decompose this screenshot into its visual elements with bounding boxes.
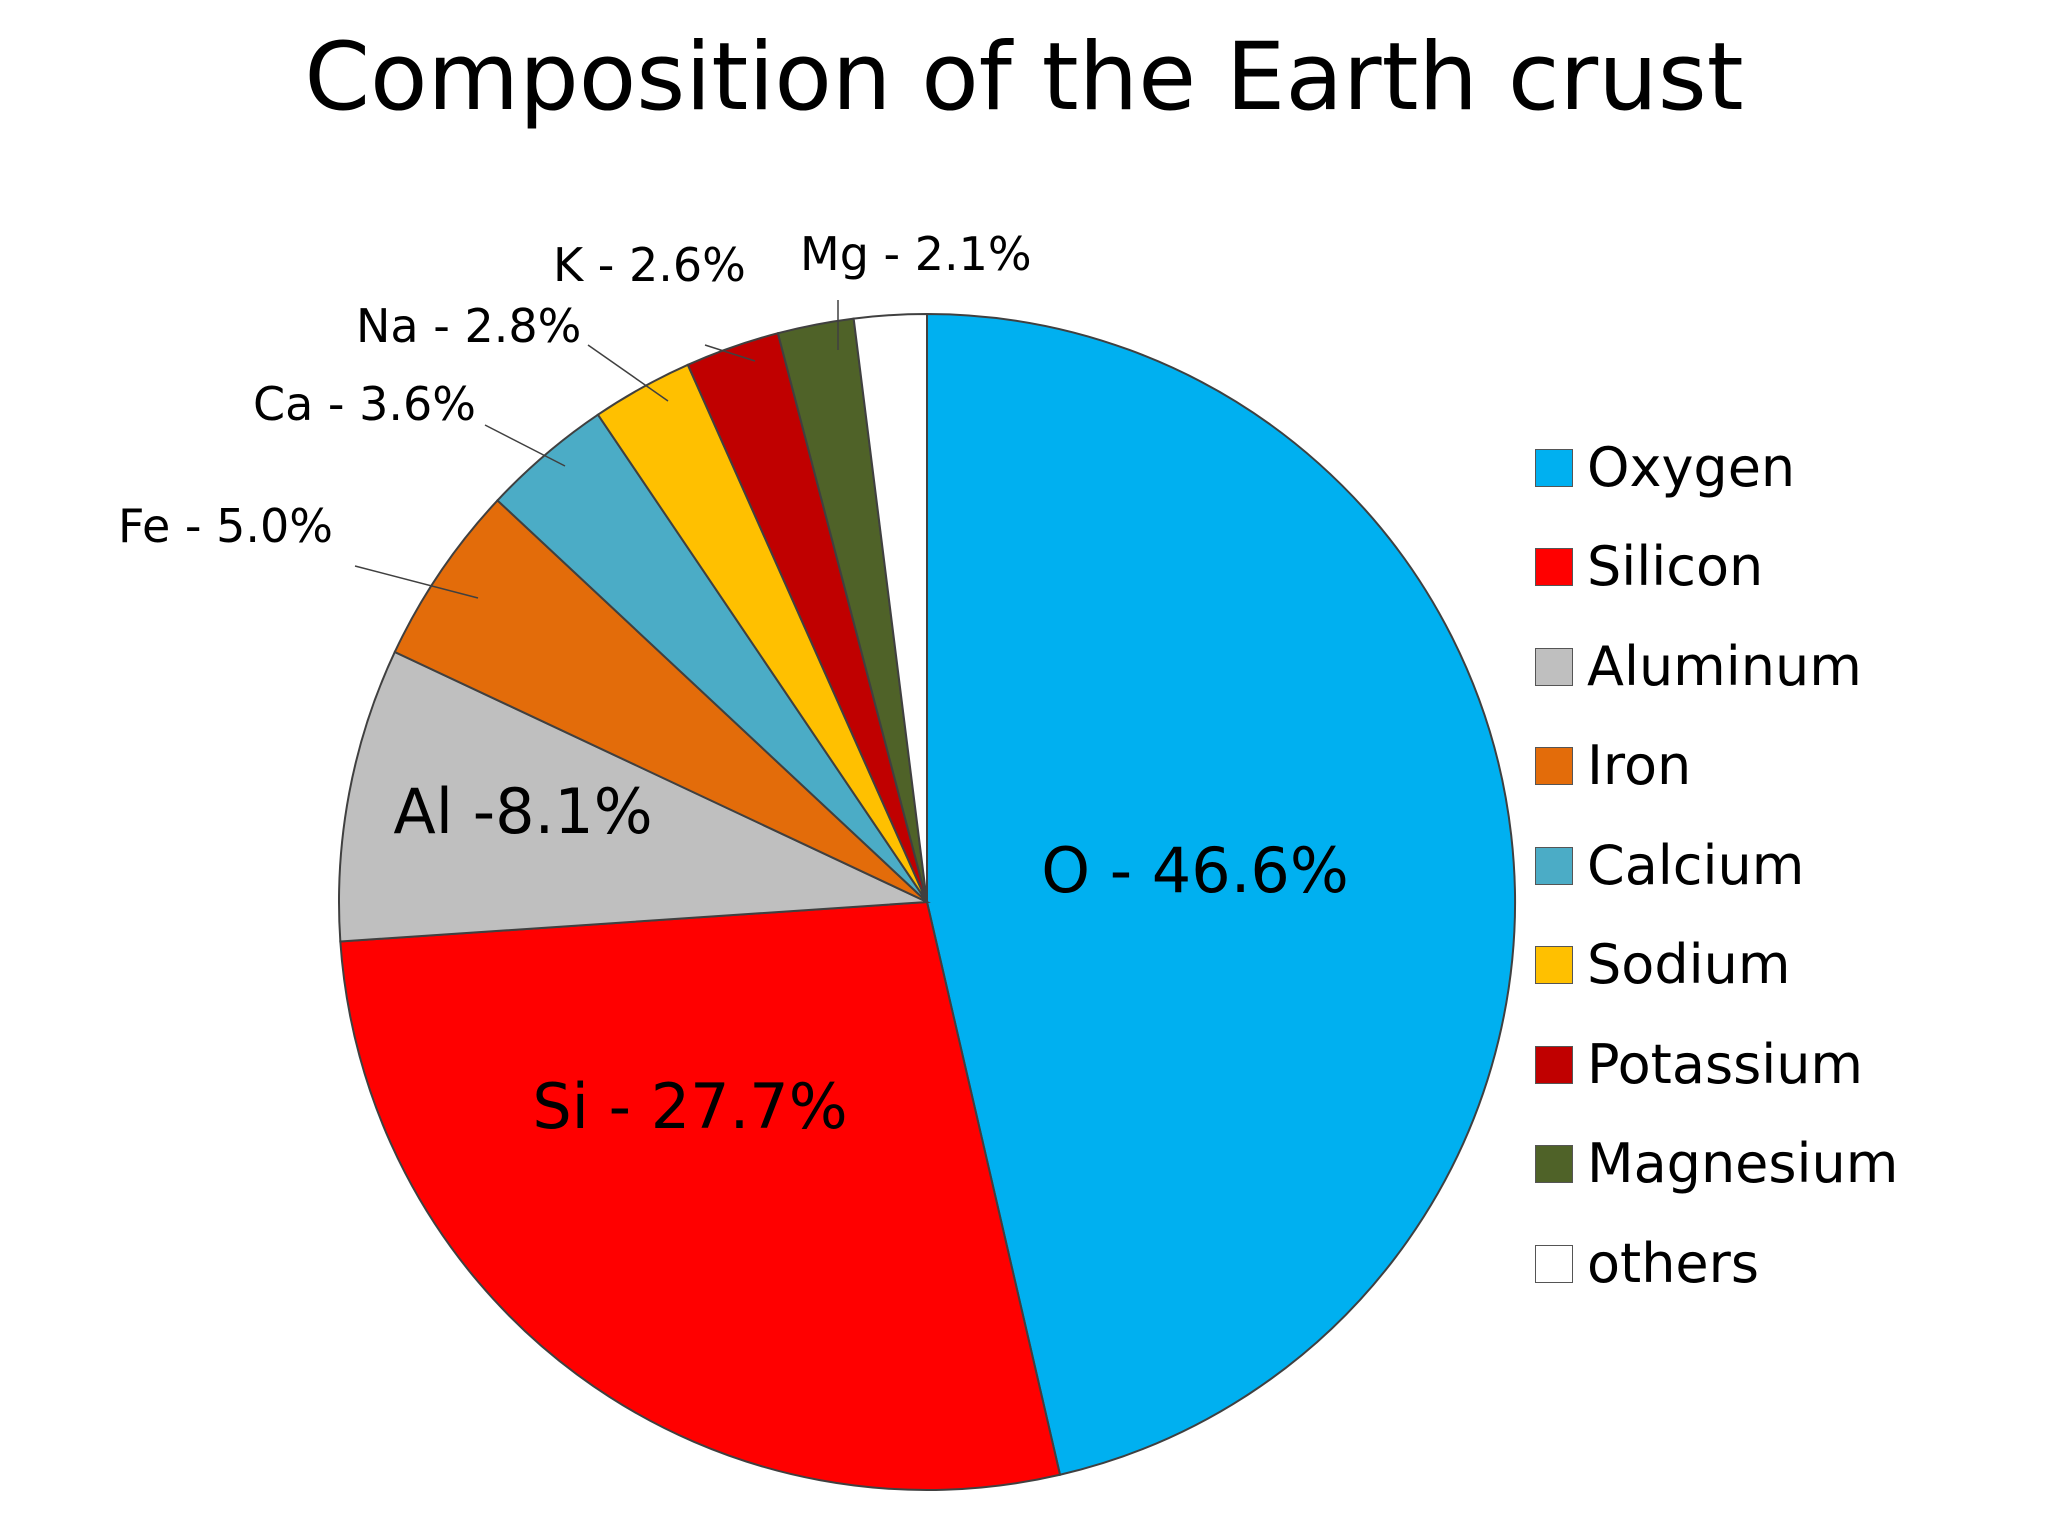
legend-item-calcium: Calcium (1535, 816, 1898, 916)
legend-swatch-magnesium (1535, 1145, 1573, 1184)
legend-label-oxygen: Oxygen (1587, 435, 1796, 499)
legend-swatch-calcium (1535, 846, 1573, 885)
legend: Oxygen Silicon Aluminum Iron Calcium Sodium Po… (1535, 418, 1898, 1314)
pie-slice-iron (393, 499, 928, 903)
pie-slice-silicon (339, 900, 1062, 1491)
legend-label-iron: Iron (1587, 734, 1692, 798)
legend-swatch-aluminum (1535, 647, 1573, 686)
legend-item-magnesium: Magnesium (1535, 1115, 1898, 1215)
pie-slice-aluminum (338, 650, 931, 943)
chart-title: Composition of the Earth crust (304, 23, 1744, 132)
legend-item-aluminum: Aluminum (1535, 617, 1898, 717)
legend-item-oxygen: Oxygen (1535, 418, 1898, 518)
legend-label-potassium: Potassium (1587, 1032, 1864, 1096)
leader-line-calcium (484, 424, 566, 467)
legend-label-magnesium: Magnesium (1587, 1132, 1899, 1196)
data-label-calcium: Ca - 3.6% (253, 377, 476, 431)
data-label-iron: Fe - 5.0% (118, 499, 333, 553)
legend-item-sodium: Sodium (1535, 916, 1898, 1016)
data-label-silicon: Si - 27.7% (532, 1070, 847, 1143)
legend-swatch-sodium (1535, 946, 1573, 985)
leader-line-potassium (704, 344, 756, 362)
legend-item-iron: Iron (1535, 717, 1898, 817)
legend-swatch-others (1535, 1244, 1573, 1283)
legend-swatch-oxygen (1535, 448, 1573, 487)
legend-label-calcium: Calcium (1587, 833, 1805, 897)
legend-label-silicon: Silicon (1587, 535, 1764, 599)
data-label-sodium: Na - 2.8% (356, 299, 581, 353)
legend-label-sodium: Sodium (1587, 933, 1791, 997)
legend-item-others: others (1535, 1214, 1898, 1314)
data-label-oxygen: O - 46.6% (1041, 834, 1349, 907)
pie-slice-oxygen (926, 312, 1517, 1476)
data-label-aluminum: Al -8.1% (393, 775, 652, 848)
legend-label-others: others (1587, 1231, 1759, 1295)
leader-line-iron (354, 565, 479, 599)
data-label-potassium: K - 2.6% (553, 238, 746, 292)
legend-swatch-silicon (1535, 548, 1573, 587)
legend-item-potassium: Potassium (1535, 1015, 1898, 1115)
legend-swatch-potassium (1535, 1045, 1573, 1084)
leader-line-sodium (587, 344, 669, 402)
legend-swatch-iron (1535, 747, 1573, 786)
legend-item-silicon: Silicon (1535, 518, 1898, 618)
pie-slice-others (852, 312, 928, 903)
data-label-magnesium: Mg - 2.1% (800, 227, 1032, 281)
legend-label-aluminum: Aluminum (1587, 634, 1862, 698)
